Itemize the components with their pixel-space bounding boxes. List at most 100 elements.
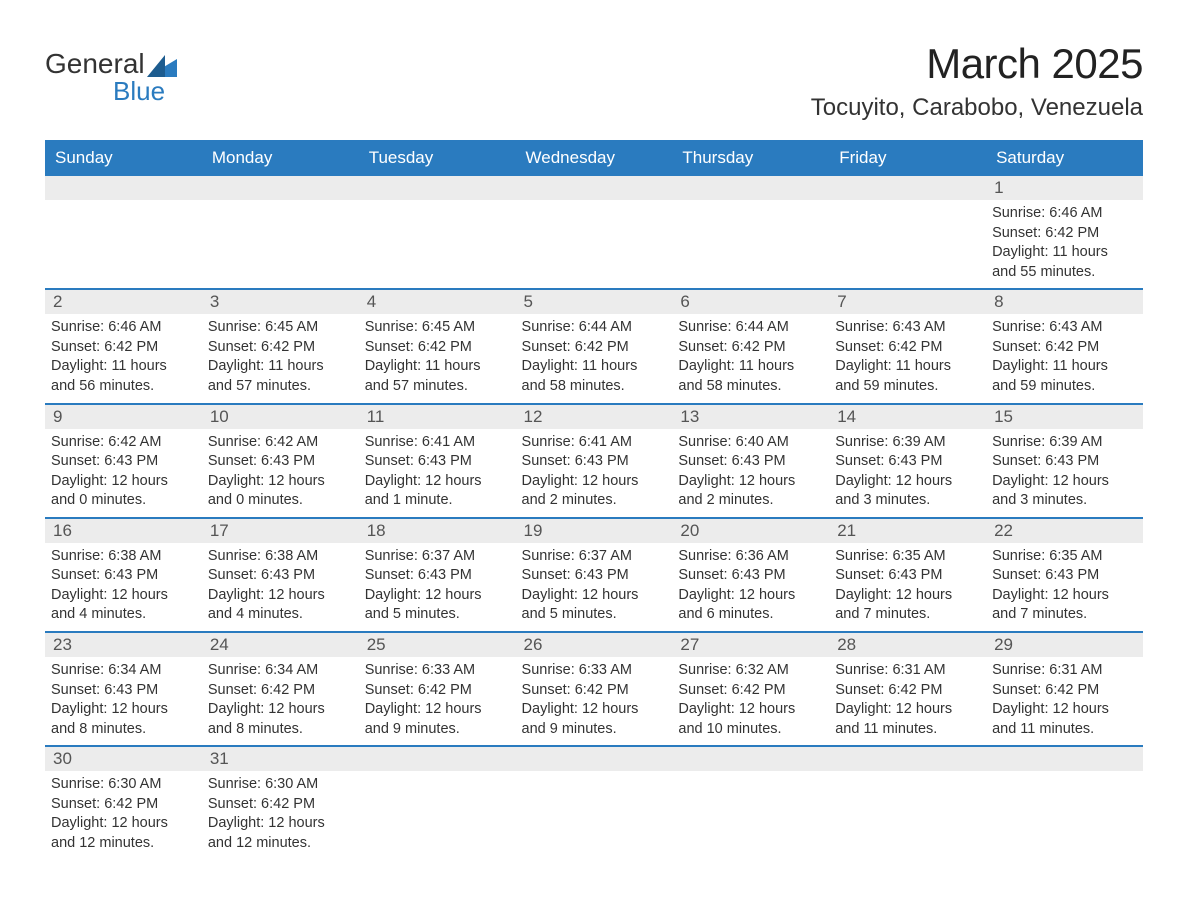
sunset-text: Sunset: 6:43 PM <box>835 452 980 472</box>
sunrise-text: Sunrise: 6:32 AM <box>678 661 823 681</box>
day-data: Sunrise: 6:30 AMSunset: 6:42 PMDaylight:… <box>202 771 359 859</box>
location-subtitle: Tocuyito, Carabobo, Venezuela <box>811 94 1143 122</box>
daylight-text-2: and 12 minutes. <box>208 834 353 854</box>
sunset-text: Sunset: 6:42 PM <box>992 681 1137 701</box>
day-number: 30 <box>45 747 202 771</box>
sunrise-text: Sunrise: 6:31 AM <box>835 661 980 681</box>
sunset-text: Sunset: 6:43 PM <box>835 566 980 586</box>
day-data: Sunrise: 6:44 AMSunset: 6:42 PMDaylight:… <box>672 314 829 402</box>
day-data: Sunrise: 6:43 AMSunset: 6:42 PMDaylight:… <box>986 314 1143 402</box>
sunrise-text: Sunrise: 6:33 AM <box>365 661 510 681</box>
day-data <box>359 771 516 841</box>
sunset-text: Sunset: 6:42 PM <box>992 224 1137 244</box>
day-number <box>359 747 516 771</box>
sunrise-text: Sunrise: 6:36 AM <box>678 547 823 567</box>
sunset-text: Sunset: 6:43 PM <box>51 566 196 586</box>
sunset-text: Sunset: 6:42 PM <box>678 681 823 701</box>
day-number: 22 <box>986 519 1143 543</box>
daylight-text-1: Daylight: 12 hours <box>992 700 1137 720</box>
sunrise-text: Sunrise: 6:41 AM <box>365 433 510 453</box>
daylight-text-1: Daylight: 12 hours <box>208 586 353 606</box>
day-number: 27 <box>672 633 829 657</box>
day-data: Sunrise: 6:38 AMSunset: 6:43 PMDaylight:… <box>45 543 202 631</box>
day-data: Sunrise: 6:37 AMSunset: 6:43 PMDaylight:… <box>359 543 516 631</box>
sunrise-text: Sunrise: 6:42 AM <box>51 433 196 453</box>
calendar-cell: 24Sunrise: 6:34 AMSunset: 6:42 PMDayligh… <box>202 632 359 746</box>
calendar-cell: 25Sunrise: 6:33 AMSunset: 6:42 PMDayligh… <box>359 632 516 746</box>
sunset-text: Sunset: 6:42 PM <box>522 338 667 358</box>
day-number <box>202 176 359 200</box>
sunrise-text: Sunrise: 6:46 AM <box>51 318 196 338</box>
logo-text-blue: Blue <box>113 78 177 104</box>
calendar-cell: 20Sunrise: 6:36 AMSunset: 6:43 PMDayligh… <box>672 518 829 632</box>
day-data: Sunrise: 6:30 AMSunset: 6:42 PMDaylight:… <box>45 771 202 859</box>
daylight-text-2: and 56 minutes. <box>51 377 196 397</box>
calendar-cell: 6Sunrise: 6:44 AMSunset: 6:42 PMDaylight… <box>672 289 829 403</box>
daylight-text-2: and 11 minutes. <box>835 720 980 740</box>
day-data: Sunrise: 6:42 AMSunset: 6:43 PMDaylight:… <box>202 429 359 517</box>
daylight-text-1: Daylight: 12 hours <box>522 472 667 492</box>
sunrise-text: Sunrise: 6:43 AM <box>835 318 980 338</box>
sunset-text: Sunset: 6:43 PM <box>992 566 1137 586</box>
day-data: Sunrise: 6:40 AMSunset: 6:43 PMDaylight:… <box>672 429 829 517</box>
calendar-cell: 17Sunrise: 6:38 AMSunset: 6:43 PMDayligh… <box>202 518 359 632</box>
day-data: Sunrise: 6:43 AMSunset: 6:42 PMDaylight:… <box>829 314 986 402</box>
daylight-text-1: Daylight: 11 hours <box>992 243 1137 263</box>
day-data <box>202 200 359 270</box>
sunset-text: Sunset: 6:43 PM <box>365 452 510 472</box>
sunset-text: Sunset: 6:42 PM <box>678 338 823 358</box>
calendar-week: 23Sunrise: 6:34 AMSunset: 6:43 PMDayligh… <box>45 632 1143 746</box>
sunset-text: Sunset: 6:43 PM <box>208 566 353 586</box>
day-number: 29 <box>986 633 1143 657</box>
day-data: Sunrise: 6:45 AMSunset: 6:42 PMDaylight:… <box>202 314 359 402</box>
day-data <box>516 200 673 270</box>
daylight-text-1: Daylight: 12 hours <box>835 586 980 606</box>
calendar-cell: 18Sunrise: 6:37 AMSunset: 6:43 PMDayligh… <box>359 518 516 632</box>
day-number: 11 <box>359 405 516 429</box>
header: General Blue March 2025 Tocuyito, Carabo… <box>45 40 1143 122</box>
daylight-text-1: Daylight: 12 hours <box>678 472 823 492</box>
daylight-text-1: Daylight: 11 hours <box>835 357 980 377</box>
day-data <box>829 200 986 270</box>
calendar-cell-empty <box>516 175 673 289</box>
daylight-text-2: and 1 minute. <box>365 491 510 511</box>
calendar-week: 30Sunrise: 6:30 AMSunset: 6:42 PMDayligh… <box>45 746 1143 859</box>
calendar-cell: 13Sunrise: 6:40 AMSunset: 6:43 PMDayligh… <box>672 404 829 518</box>
day-data <box>672 200 829 270</box>
daylight-text-2: and 59 minutes. <box>835 377 980 397</box>
day-data: Sunrise: 6:39 AMSunset: 6:43 PMDaylight:… <box>986 429 1143 517</box>
daylight-text-2: and 7 minutes. <box>992 605 1137 625</box>
day-number: 8 <box>986 290 1143 314</box>
sunset-text: Sunset: 6:42 PM <box>208 681 353 701</box>
daylight-text-1: Daylight: 12 hours <box>835 700 980 720</box>
page-title: March 2025 <box>811 40 1143 88</box>
daylight-text-1: Daylight: 12 hours <box>208 814 353 834</box>
daylight-text-2: and 2 minutes. <box>678 491 823 511</box>
day-data: Sunrise: 6:36 AMSunset: 6:43 PMDaylight:… <box>672 543 829 631</box>
day-number: 12 <box>516 405 673 429</box>
sunset-text: Sunset: 6:42 PM <box>208 795 353 815</box>
daylight-text-2: and 55 minutes. <box>992 263 1137 283</box>
daylight-text-2: and 0 minutes. <box>208 491 353 511</box>
calendar-cell: 5Sunrise: 6:44 AMSunset: 6:42 PMDaylight… <box>516 289 673 403</box>
calendar-cell-empty <box>202 175 359 289</box>
daylight-text-1: Daylight: 12 hours <box>992 472 1137 492</box>
sunrise-text: Sunrise: 6:34 AM <box>51 661 196 681</box>
sunrise-text: Sunrise: 6:41 AM <box>522 433 667 453</box>
calendar-cell: 3Sunrise: 6:45 AMSunset: 6:42 PMDaylight… <box>202 289 359 403</box>
day-number: 25 <box>359 633 516 657</box>
day-data: Sunrise: 6:34 AMSunset: 6:43 PMDaylight:… <box>45 657 202 745</box>
day-data: Sunrise: 6:41 AMSunset: 6:43 PMDaylight:… <box>359 429 516 517</box>
calendar-cell-empty <box>516 746 673 859</box>
day-data <box>45 200 202 270</box>
day-data: Sunrise: 6:41 AMSunset: 6:43 PMDaylight:… <box>516 429 673 517</box>
calendar-cell: 31Sunrise: 6:30 AMSunset: 6:42 PMDayligh… <box>202 746 359 859</box>
weekday-header: Monday <box>202 141 359 175</box>
calendar-cell: 4Sunrise: 6:45 AMSunset: 6:42 PMDaylight… <box>359 289 516 403</box>
daylight-text-1: Daylight: 12 hours <box>365 700 510 720</box>
day-data: Sunrise: 6:34 AMSunset: 6:42 PMDaylight:… <box>202 657 359 745</box>
sunrise-text: Sunrise: 6:33 AM <box>522 661 667 681</box>
daylight-text-2: and 3 minutes. <box>835 491 980 511</box>
daylight-text-2: and 5 minutes. <box>365 605 510 625</box>
weekday-header: Sunday <box>45 141 202 175</box>
